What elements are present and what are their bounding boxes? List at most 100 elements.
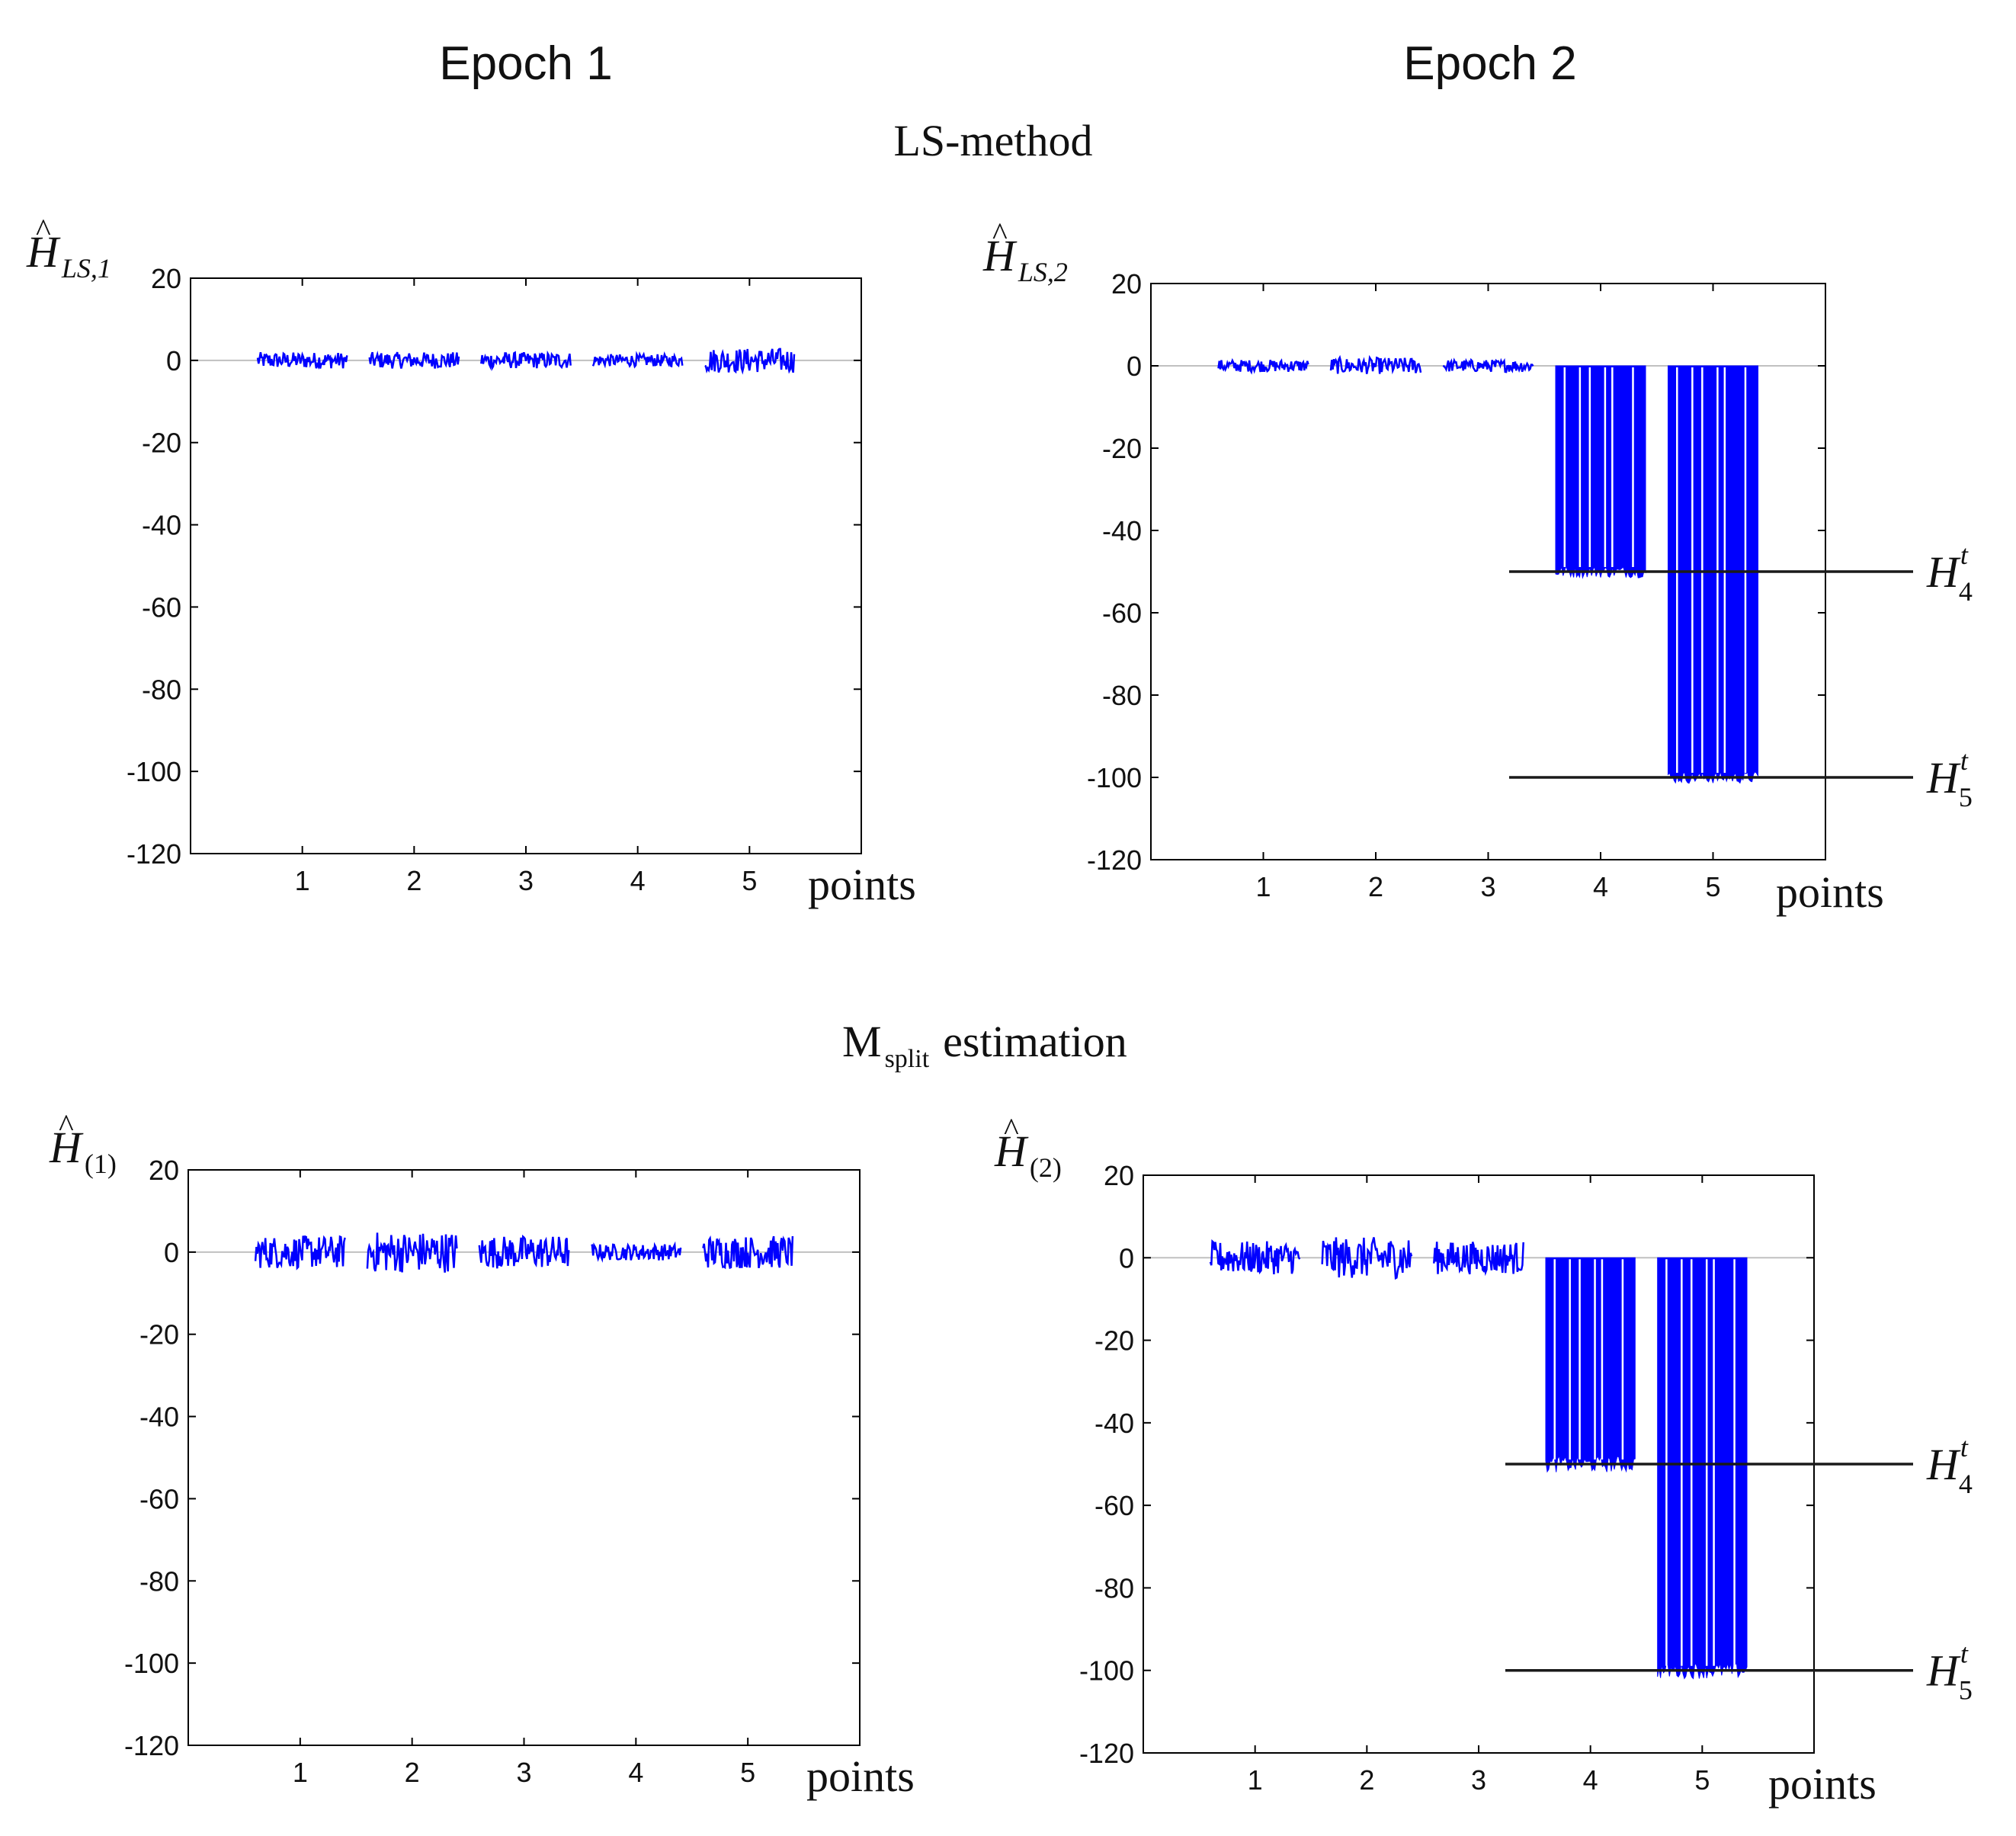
ytick-label: 20 [1111, 268, 1142, 300]
estimate-bar [1555, 365, 1646, 579]
xtick-label: 1 [1248, 1764, 1263, 1796]
ytick-label: -100 [1079, 1655, 1134, 1687]
ytick-label: -80 [1095, 1572, 1134, 1604]
bar-group-point-2 [1329, 354, 1422, 375]
xtick-label: 4 [628, 1757, 643, 1788]
bar-group-point-5 [1657, 1257, 1748, 1680]
xlabel-points: points [806, 1751, 915, 1801]
estimate-trace [591, 351, 684, 369]
estimate-trace [366, 1232, 458, 1273]
estimate-trace [704, 348, 796, 375]
bar-group-point-1 [256, 351, 348, 370]
ytick-label: -60 [1102, 598, 1142, 629]
ylabel-main: H [982, 231, 1018, 280]
bar-group-point-5 [704, 348, 796, 375]
ytick-label: -100 [127, 756, 181, 787]
column-title-epoch-1: Epoch 1 [439, 37, 613, 90]
ytick-label: -60 [139, 1483, 179, 1514]
ylabel: H (1) [49, 1123, 117, 1179]
ylabel: H (2) [994, 1126, 1062, 1183]
estimate-trace [1217, 357, 1309, 375]
ytick-label: 20 [1104, 1160, 1134, 1191]
panel-ls-epoch-1: 20 0 -20 -40 -60 -80 -100 -120 1 2 3 4 5 points ^H LS,1 [26, 213, 916, 909]
bar-group-point-4 [1545, 1257, 1636, 1473]
bar-group-point-2 [368, 351, 460, 369]
reference-label-sup: t [1960, 1432, 1969, 1463]
xtick-label: 2 [1359, 1764, 1374, 1796]
reference-label-sub: 4 [1959, 576, 1973, 607]
ytick-label: -40 [1102, 515, 1142, 546]
bar-group-point-5 [1668, 365, 1758, 784]
xtick-label: 5 [740, 1757, 755, 1788]
bar-group-point-4 [591, 1241, 682, 1263]
reference-label-sup: t [1960, 745, 1969, 776]
ytick-label: 0 [166, 345, 181, 376]
ytick-label: -60 [1095, 1490, 1134, 1521]
estimate-trace [480, 350, 572, 372]
estimate-trace [1433, 1242, 1524, 1277]
ytick-label: 0 [1127, 351, 1142, 382]
section-title-msplit: M split estimation [842, 1017, 1127, 1073]
reference-label-sub: 4 [1959, 1469, 1973, 1499]
ylabel-hat: ^ [1004, 1113, 1019, 1148]
estimate-trace [256, 351, 348, 370]
ylabel-hat: ^ [59, 1109, 74, 1144]
bar-group-point-3 [1433, 1242, 1524, 1277]
estimate-trace [702, 1235, 794, 1270]
xtick-label: 2 [405, 1757, 420, 1788]
reference-label-main: H [1926, 1440, 1961, 1489]
ytick-label: -120 [1079, 1738, 1134, 1769]
ytick-label: -40 [139, 1402, 179, 1433]
xtick-label: 2 [406, 865, 421, 896]
bar-group-point-1 [254, 1235, 346, 1270]
bar-group-point-2 [366, 1232, 458, 1273]
xtick-label: 5 [1705, 871, 1720, 902]
ytick-label: -120 [1087, 844, 1142, 876]
estimate-bar [1545, 1257, 1636, 1473]
estimate-trace [478, 1235, 570, 1269]
xtick-label: 3 [1471, 1764, 1486, 1796]
ytick-label: -120 [124, 1730, 179, 1761]
xlabel-points: points [1776, 867, 1884, 917]
xtick-label: 3 [518, 865, 534, 896]
ylabel-main: H [49, 1123, 84, 1172]
reference-label-5: Ht 5 [1926, 745, 1973, 812]
reference-label-4: Ht 4 [1926, 540, 1973, 607]
section-title-msplit-main: M [842, 1017, 882, 1066]
section-title-msplit-sub: split [885, 1045, 930, 1073]
ytick-label: 0 [164, 1237, 179, 1268]
ylabel-sub: (2) [1030, 1152, 1062, 1183]
xtick-label: 4 [1593, 871, 1608, 902]
ytick-label: -20 [142, 428, 181, 459]
estimate-trace [1329, 354, 1422, 375]
estimate-trace [254, 1235, 346, 1270]
ylabel-main: H [994, 1126, 1029, 1176]
estimate-trace [1321, 1237, 1413, 1280]
estimate-trace [1442, 357, 1534, 373]
reference-label-main: H [1926, 753, 1961, 803]
ylabel-hat: ^ [36, 213, 51, 248]
axes-frame [190, 277, 862, 854]
reference-label-4: Ht 4 [1926, 1432, 1973, 1499]
ylabel: H LS,1 [26, 227, 111, 284]
ytick-label: 20 [151, 263, 181, 294]
xtick-label: 4 [1583, 1764, 1598, 1796]
xtick-label: 5 [1694, 1764, 1710, 1796]
xlabel-points: points [1768, 1759, 1877, 1809]
section-title-msplit-rest: estimation [943, 1017, 1127, 1066]
reference-label-sup: t [1960, 1639, 1969, 1669]
bar-group-point-5 [702, 1235, 794, 1270]
ytick-label: -80 [139, 1565, 179, 1597]
ytick-label: -80 [1102, 680, 1142, 711]
bar-group-point-1 [1217, 357, 1309, 375]
estimate-trace [368, 351, 460, 369]
ylabel-main: H [26, 227, 61, 277]
panel-msplit-epoch-1: 20 0 -20 -40 -60 -80 -100 -120 1 2 3 4 5 points ^H (1) [49, 1109, 915, 1801]
reference-label-sub: 5 [1959, 1675, 1973, 1706]
bar-group-point-2 [1321, 1237, 1413, 1280]
xtick-label: 1 [295, 865, 310, 896]
estimate-trace [1209, 1239, 1301, 1275]
